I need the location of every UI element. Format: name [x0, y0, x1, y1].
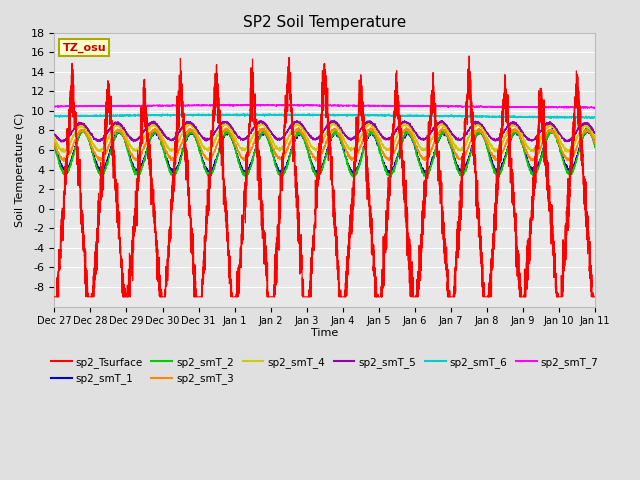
Title: SP2 Soil Temperature: SP2 Soil Temperature: [243, 15, 406, 30]
Legend: sp2_Tsurface, sp2_smT_1, sp2_smT_2, sp2_smT_3, sp2_smT_4, sp2_smT_5, sp2_smT_6, : sp2_Tsurface, sp2_smT_1, sp2_smT_2, sp2_…: [47, 353, 603, 388]
Text: TZ_osu: TZ_osu: [63, 42, 106, 53]
X-axis label: Time: Time: [311, 328, 339, 338]
Y-axis label: Soil Temperature (C): Soil Temperature (C): [15, 112, 25, 227]
